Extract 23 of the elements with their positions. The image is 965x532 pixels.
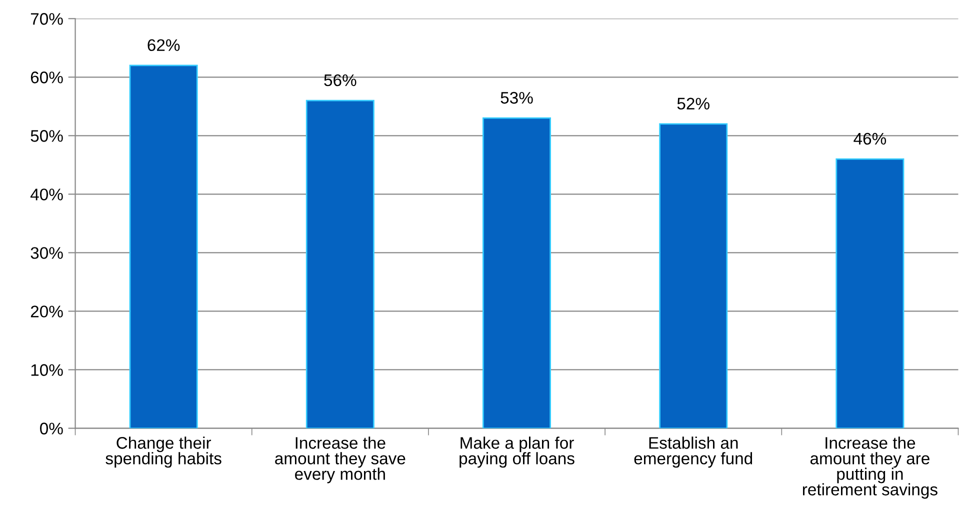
data-label: 52%	[677, 98, 710, 110]
y-tick-label: 70%	[30, 13, 63, 25]
y-tick-label: 60%	[30, 72, 63, 84]
bar	[659, 123, 728, 428]
y-tick-label: 40%	[30, 188, 63, 200]
data-label: 53%	[500, 92, 533, 104]
data-label: 62%	[148, 39, 180, 52]
y-tick-label: 0%	[40, 422, 63, 434]
y-tick-label: 10%	[31, 364, 63, 376]
bar	[129, 64, 198, 428]
bar	[836, 158, 904, 428]
y-tick-label: 30%	[30, 247, 63, 259]
x-tick-label: Establish an emergency fund	[634, 436, 752, 468]
data-label: 56%	[324, 74, 356, 86]
bar	[306, 100, 374, 428]
x-tick-label: Make a plan for paying off loans	[460, 436, 574, 468]
x-tick-label: Increase the amount they save every month	[275, 436, 406, 484]
y-tick-label: 50%	[30, 130, 63, 142]
y-tick-label: 20%	[30, 306, 63, 318]
x-tick-label: Change their spending habits	[106, 436, 222, 468]
data-label: 46%	[854, 132, 886, 145]
x-tick-label: Increase the amount they are putting in retirement savings	[802, 436, 938, 499]
bar	[482, 117, 552, 428]
